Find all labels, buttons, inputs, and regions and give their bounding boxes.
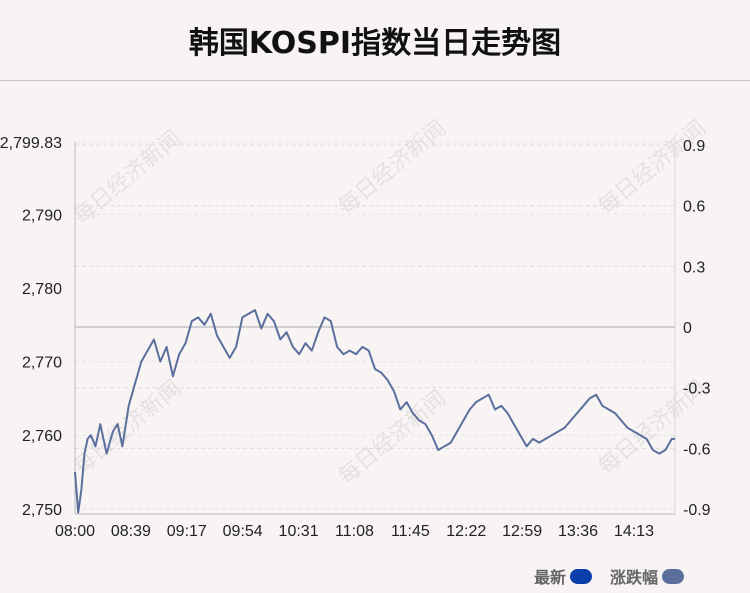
x-tick-label: 08:39 [111,523,151,540]
y-right-tick-label: 0.6 [683,199,705,216]
y-right-tick-label: -0.9 [683,502,711,519]
y-left-tick-label: 2,750 [22,502,62,519]
legend-swatch-change [662,568,685,584]
x-tick-label: 10:31 [279,523,319,540]
legend-label-change: 涨跌幅 [610,568,659,587]
y-right-tick-label: 0.3 [683,259,705,276]
series-line-latest [74,309,675,514]
x-tick-label: 12:59 [502,523,542,540]
x-tick-label: 11:08 [335,523,374,540]
legend-swatch-latest [570,568,593,584]
legend-label-latest: 最新 [534,568,567,587]
legend-item-latest[interactable]: 最新 [534,564,593,588]
y-right-tick-label: -0.6 [683,441,711,458]
y-left-tick-label: 2,780 [22,281,62,298]
x-tick-label: 09:54 [223,523,263,540]
y-right-tick-label: 0 [683,320,692,337]
y-right-tick-label: -0.3 [683,381,711,398]
legend: 最新 涨跌幅 [534,564,702,588]
y-left-tick-label: 2,770 [22,355,62,372]
title-divider [0,80,750,81]
x-tick-label: 11:45 [391,523,430,540]
legend-item-change[interactable]: 涨跌幅 [610,564,685,588]
x-tick-label: 12:22 [446,523,486,540]
y-left-tick-label: 2,799.83 [0,135,62,152]
y-left-tick-label: 2,790 [22,207,62,224]
x-tick-label: 14:13 [614,523,654,540]
x-tick-label: 09:17 [167,523,207,540]
chart-title: 韩国KOSPI指数当日走势图 [188,26,562,61]
y-right-tick-label: 0.9 [683,138,705,155]
y-left-tick-label: 2,760 [22,428,62,445]
x-tick-label: 08:00 [55,523,95,540]
x-tick-label: 13:36 [558,523,598,540]
